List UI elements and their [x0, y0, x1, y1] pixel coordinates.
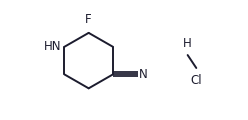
Text: HN: HN [44, 40, 62, 53]
Text: F: F [85, 13, 92, 26]
Text: N: N [139, 68, 148, 81]
Text: Cl: Cl [190, 74, 202, 87]
Text: H: H [183, 36, 192, 50]
